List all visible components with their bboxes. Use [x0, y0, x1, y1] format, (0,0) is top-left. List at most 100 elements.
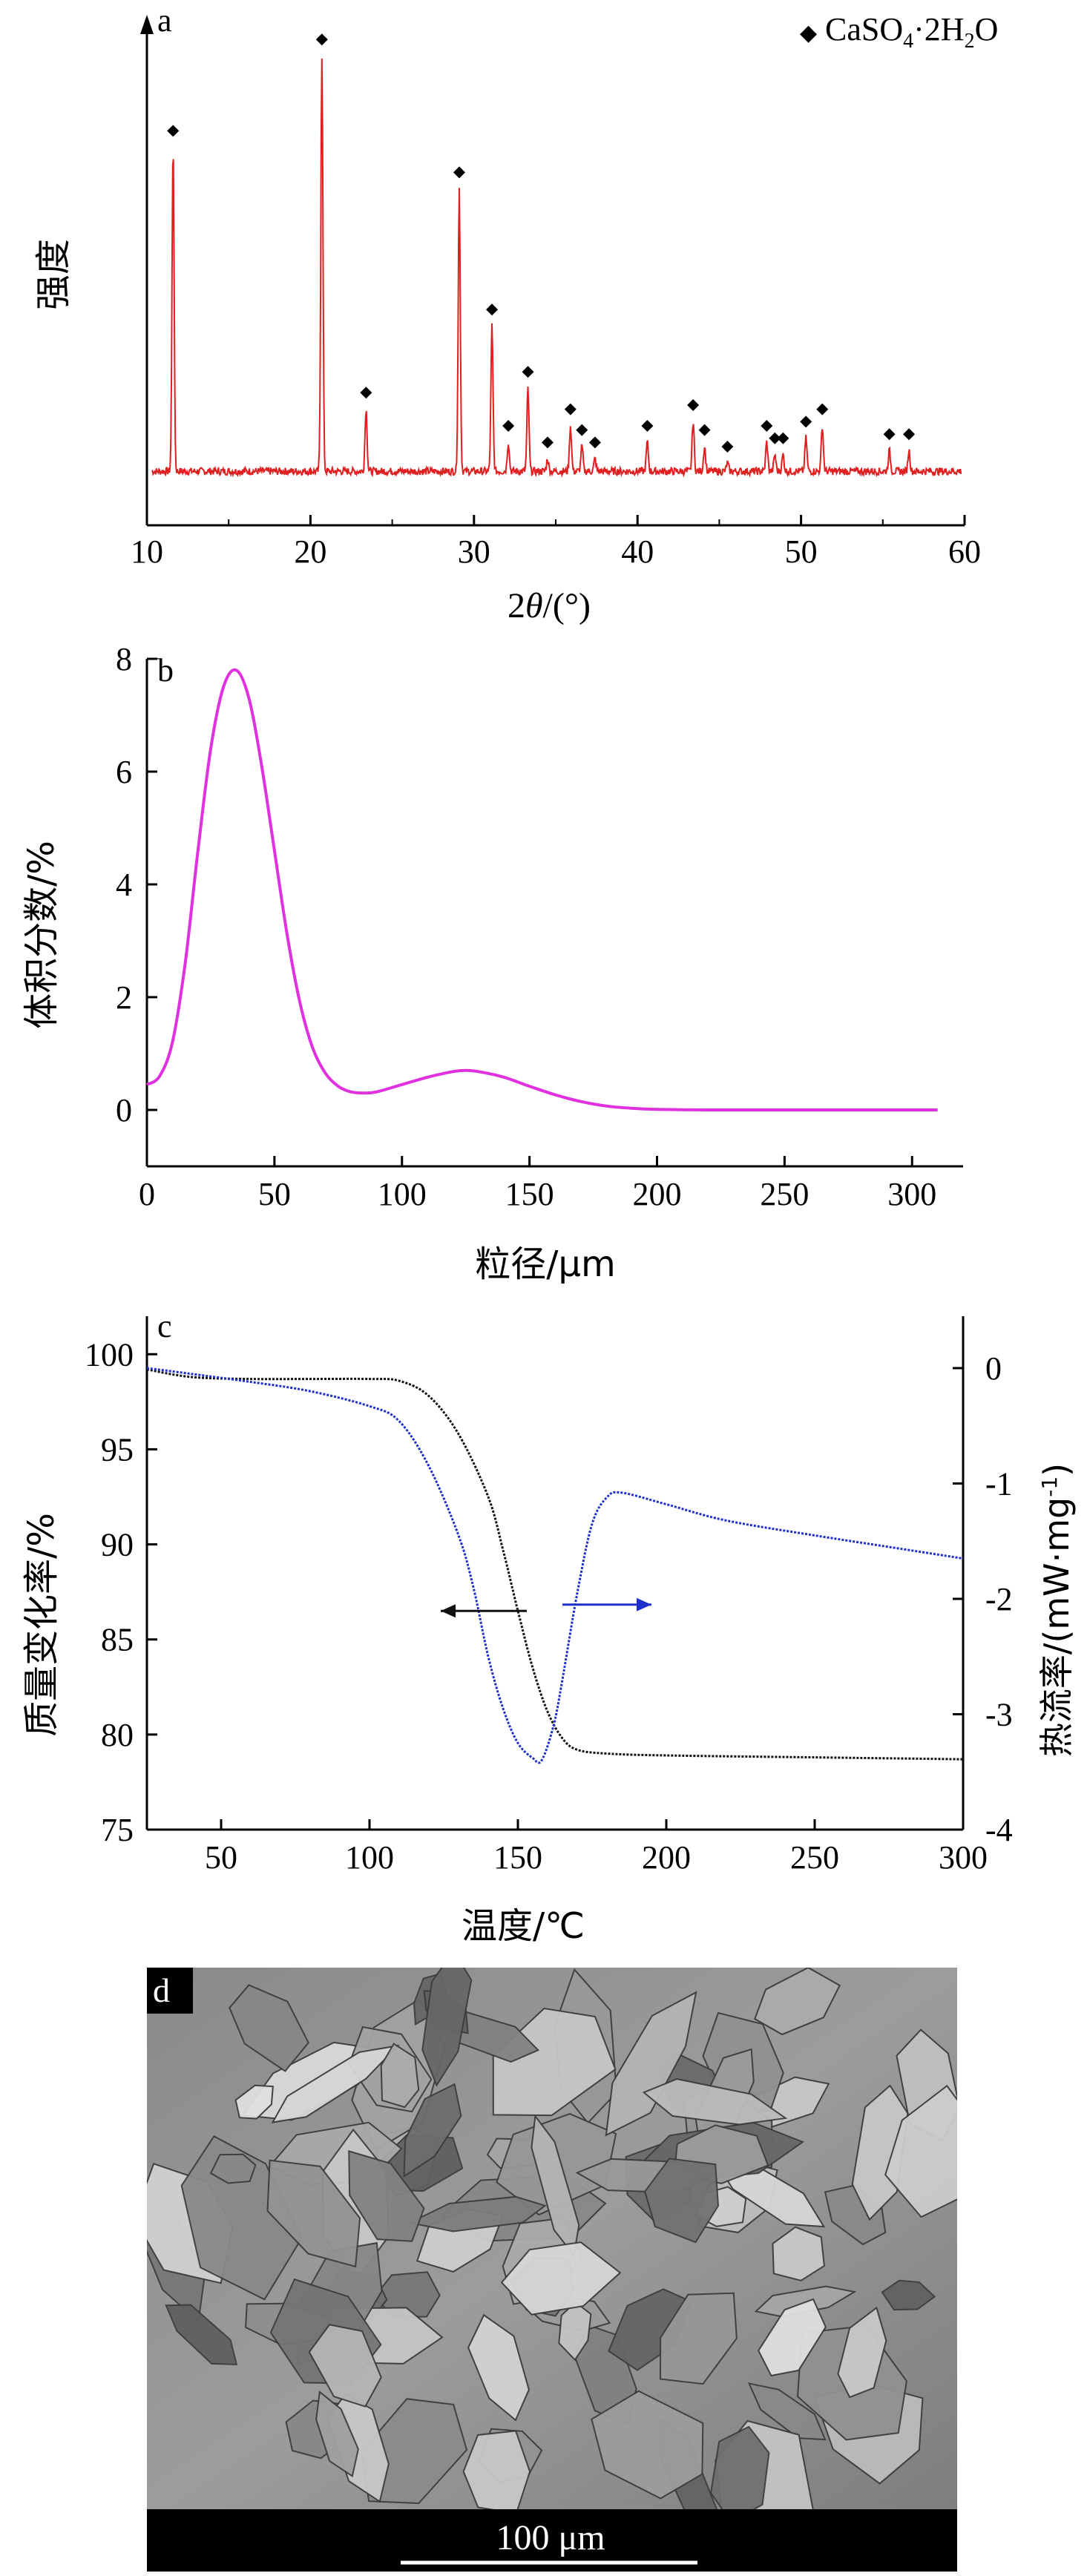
psd-x-tick-label: 200	[633, 1176, 682, 1212]
panel-label-a: a	[157, 2, 172, 39]
dsc-heat-flow-curve	[146, 1367, 964, 1764]
gypsum-crystal-plate	[421, 1968, 473, 2087]
psd-x-tick-label: 300	[887, 1176, 936, 1212]
gypsum-crystal-plate	[837, 2306, 887, 2399]
xrd-peak-marker	[502, 420, 515, 432]
xrd-peak-marker	[453, 166, 465, 179]
sem-label-box	[147, 1968, 193, 2014]
xrd-pattern-line	[151, 58, 962, 479]
panel-label-c: c	[157, 1308, 172, 1344]
xrd-peak-marker	[564, 403, 577, 415]
xrd-legend: ◆ CaSO4·2H2O	[800, 11, 998, 53]
heat-flow-label-main: 热流率/(mW·mg	[1037, 1497, 1077, 1757]
xrd-x-tick-label: 10	[131, 533, 163, 570]
gypsum-crystal-plate	[407, 2195, 547, 2232]
psd-ticks: 0 50 100 150 200 250 300 0 2 4 6 8	[116, 641, 936, 1212]
panel-label-d: d	[153, 1971, 170, 2009]
gypsum-crystal-plate	[605, 1991, 697, 2137]
indicator-arrow-head	[637, 1597, 651, 1611]
xrd-peak-marker	[777, 432, 789, 444]
legend-label-subscript: 2	[965, 30, 975, 53]
heat-flow-axis-tick-label: -3	[985, 1696, 1013, 1732]
scale-bar-label: 100 μm	[496, 2518, 605, 2557]
xrd-peak-marker	[687, 399, 700, 411]
axis-indicator-arrows	[441, 1597, 651, 1618]
thermal-x-tick-label: 200	[642, 1839, 691, 1876]
thermal-x-tick-label: 150	[493, 1839, 542, 1876]
xrd-peak-marker	[721, 441, 734, 453]
panel-label-b: b	[157, 652, 174, 689]
gypsum-crystal-plate	[659, 2292, 738, 2385]
psd-axes	[145, 659, 963, 1168]
gypsum-crystal-plate	[209, 2153, 257, 2184]
psd-y-axis-label: 体积分数/%	[21, 841, 62, 1029]
mass-axis-tick-label: 100	[85, 1336, 134, 1373]
psd-y-tick-label: 2	[116, 979, 132, 1016]
legend-label-part: O	[975, 11, 999, 47]
sem-panel: d 100 μm	[147, 1968, 957, 2572]
legend-label: CaSO4·2H2O	[825, 11, 998, 53]
mass-axis-tick-label: 75	[101, 1812, 134, 1848]
xrd-x-tick-label: 60	[948, 533, 981, 570]
xrd-peak-marker	[167, 125, 180, 137]
thermal-x-tick-label: 100	[345, 1839, 394, 1876]
gypsum-crystal-plate	[851, 2084, 909, 2221]
xrd-peak-marker	[522, 366, 534, 378]
xrd-peak-marker	[698, 424, 711, 436]
legend-label-part: CaSO	[825, 11, 903, 47]
psd-y-tick-label: 6	[116, 754, 132, 790]
xrd-x-tick-label: 20	[294, 533, 326, 570]
xlabel-prefix: 2	[508, 586, 525, 625]
xrd-peak-marker	[588, 436, 601, 449]
psd-x-tick-label: 50	[258, 1176, 291, 1212]
gypsum-crystal-plate	[234, 2084, 274, 2120]
psd-curve	[145, 668, 938, 1112]
xrd-peak-marker	[360, 387, 372, 399]
heat-flow-axis-tick-label: -2	[985, 1581, 1013, 1617]
gypsum-crystal-plate	[266, 2159, 361, 2268]
xrd-peak-marker	[541, 436, 554, 449]
heat-flow-label-close: )	[1037, 1463, 1077, 1476]
xrd-x-axis-label: 2θ/(°)	[508, 586, 591, 625]
xlabel-theta: θ	[525, 586, 543, 625]
xrd-y-axis-arrowhead	[140, 15, 154, 34]
thermal-x-axis-label: 温度/℃	[462, 1905, 585, 1947]
heat-flow-label-superscript: -1	[1037, 1476, 1062, 1497]
gypsum-crystal-plate	[644, 2158, 720, 2244]
gypsum-crystal-plate	[709, 2425, 770, 2509]
sem-crystal-texture	[147, 1968, 957, 2509]
gypsum-crystal-plate	[403, 2083, 462, 2178]
xlabel-suffix: /(°)	[543, 586, 591, 625]
xrd-peak-marker	[761, 420, 773, 432]
gypsum-crystal-plate	[315, 2391, 359, 2478]
xrd-peak-marker	[903, 428, 916, 441]
psd-y-tick-label: 8	[116, 641, 132, 677]
heat-flow-axis-tick-label: -1	[985, 1465, 1013, 1502]
gypsum-crystal-plate	[772, 2226, 825, 2281]
gypsum-crystal-plate	[591, 2390, 704, 2500]
mass-axis-tick-label: 85	[101, 1622, 134, 1658]
psd-y-tick-label: 0	[116, 1092, 132, 1128]
xrd-y-axis-label: 强度	[33, 239, 74, 310]
heat-flow-axis-tick-label: -4	[985, 1812, 1013, 1848]
thermal-panel: c 50 100 150 200 250 300 75 80 85 90 95 100 0 -1 -2 -3 -…	[21, 1308, 1077, 1947]
xrd-x-tick-label: 30	[458, 533, 490, 570]
heat-flow-axis-tick-label: 0	[985, 1350, 1002, 1387]
gypsum-crystal-plate	[758, 2298, 827, 2377]
thermal-x-tick-label: 50	[205, 1839, 237, 1876]
legend-label-subscript: 4	[903, 30, 913, 53]
xrd-peak-marker	[641, 420, 654, 432]
gypsum-crystal-plate	[229, 1984, 309, 2072]
xrd-peak-marker	[816, 403, 829, 415]
mass-change-axis-label: 质量变化率/%	[21, 1513, 62, 1737]
gypsum-crystal-plate	[165, 2304, 238, 2365]
xrd-x-ticks: 10 20 30 40 50 60	[131, 515, 981, 570]
psd-x-tick-label: 150	[505, 1176, 554, 1212]
gypsum-crystal-plate	[462, 2430, 531, 2509]
mass-axis-tick-label: 80	[101, 1717, 134, 1753]
thermal-x-tick-label: 300	[939, 1839, 988, 1876]
psd-x-tick-label: 0	[139, 1176, 155, 1212]
xrd-panel: a 10 20 30 40 50 60 ◆ CaSO4·2H2O 2θ/(°) 强度	[33, 2, 998, 625]
gypsum-crystal-plate	[531, 2114, 580, 2258]
